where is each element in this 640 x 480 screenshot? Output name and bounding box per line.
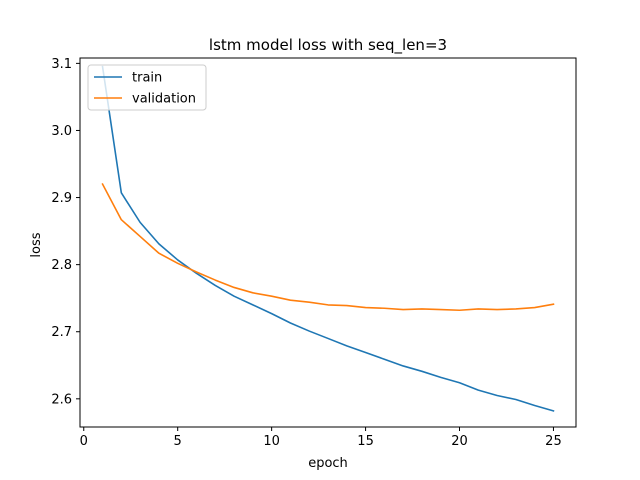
plot-area: 0 5 10 15 20 25 2.6 2.7 2.8 2.9 3.0 3.1 train validat… xyxy=(51,57,577,449)
legend-label-train: train xyxy=(132,71,162,86)
x-tick-label: 25 xyxy=(545,434,562,449)
x-tick-label: 0 xyxy=(80,434,88,449)
chart-title: lstm model loss with seq_len=3 xyxy=(209,36,447,55)
x-tick-label: 15 xyxy=(357,434,374,449)
x-tick-label: 5 xyxy=(174,434,182,449)
y-tick-label: 3.0 xyxy=(51,124,72,139)
y-tick-label: 2.9 xyxy=(51,191,72,206)
legend: train validation xyxy=(87,64,207,111)
x-axis-label: epoch xyxy=(308,456,348,471)
axes-frame xyxy=(79,57,577,428)
x-tick-label: 10 xyxy=(263,434,280,449)
y-axis-label: loss xyxy=(29,232,44,257)
y-tick-label: 2.8 xyxy=(51,258,72,273)
series-line-validation xyxy=(101,183,555,312)
x-tick-label: 20 xyxy=(451,434,468,449)
series-line-train xyxy=(101,65,555,412)
y-tick-label: 3.1 xyxy=(51,57,72,72)
y-tick-label: 2.6 xyxy=(51,392,72,407)
y-tick-label: 2.7 xyxy=(51,325,72,340)
legend-label-validation: validation xyxy=(132,92,196,107)
